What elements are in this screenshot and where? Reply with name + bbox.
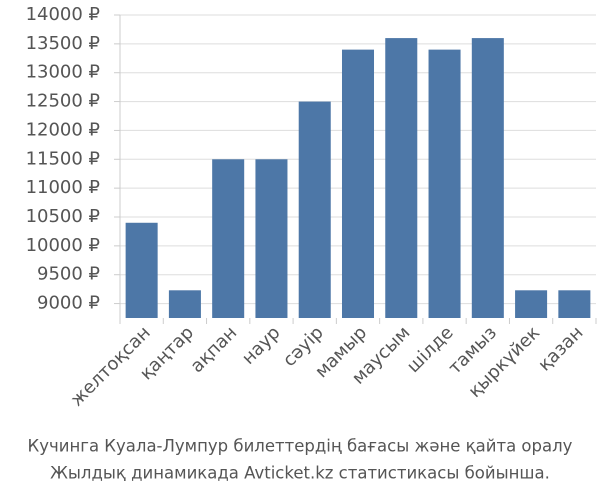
bar (558, 290, 591, 318)
caption-line: Жылдық динамикада Avticket.kz статистика… (50, 464, 550, 483)
x-tick-label: наур (238, 322, 285, 369)
y-tick-label: 9500 ₽ (37, 264, 100, 285)
bar (385, 38, 418, 318)
caption-line: Кучинга Куала-Лумпур билеттердің бағасы … (28, 437, 573, 456)
bar (515, 290, 548, 318)
y-tick-label: 12500 ₽ (26, 91, 100, 112)
y-tick-label: 11500 ₽ (26, 148, 100, 169)
y-tick-label: 10000 ₽ (26, 235, 100, 256)
y-tick-label: 12000 ₽ (26, 119, 100, 140)
bar (212, 159, 245, 318)
y-tick-label: 9000 ₽ (37, 293, 100, 314)
y-tick-label: 13500 ₽ (26, 33, 100, 54)
y-tick-label: 11000 ₽ (26, 177, 100, 198)
y-tick-label: 10500 ₽ (26, 206, 100, 227)
bar (168, 290, 201, 318)
x-tick-label: қазан (534, 322, 587, 375)
bar (125, 222, 158, 318)
y-tick-label: 14000 ₽ (26, 4, 100, 25)
y-tick-label: 13000 ₽ (26, 62, 100, 83)
bar (428, 49, 461, 318)
bar (471, 38, 504, 318)
x-tick-label: ақпан (186, 322, 241, 377)
bar (341, 49, 375, 318)
bar (255, 159, 288, 318)
bar (298, 101, 331, 318)
